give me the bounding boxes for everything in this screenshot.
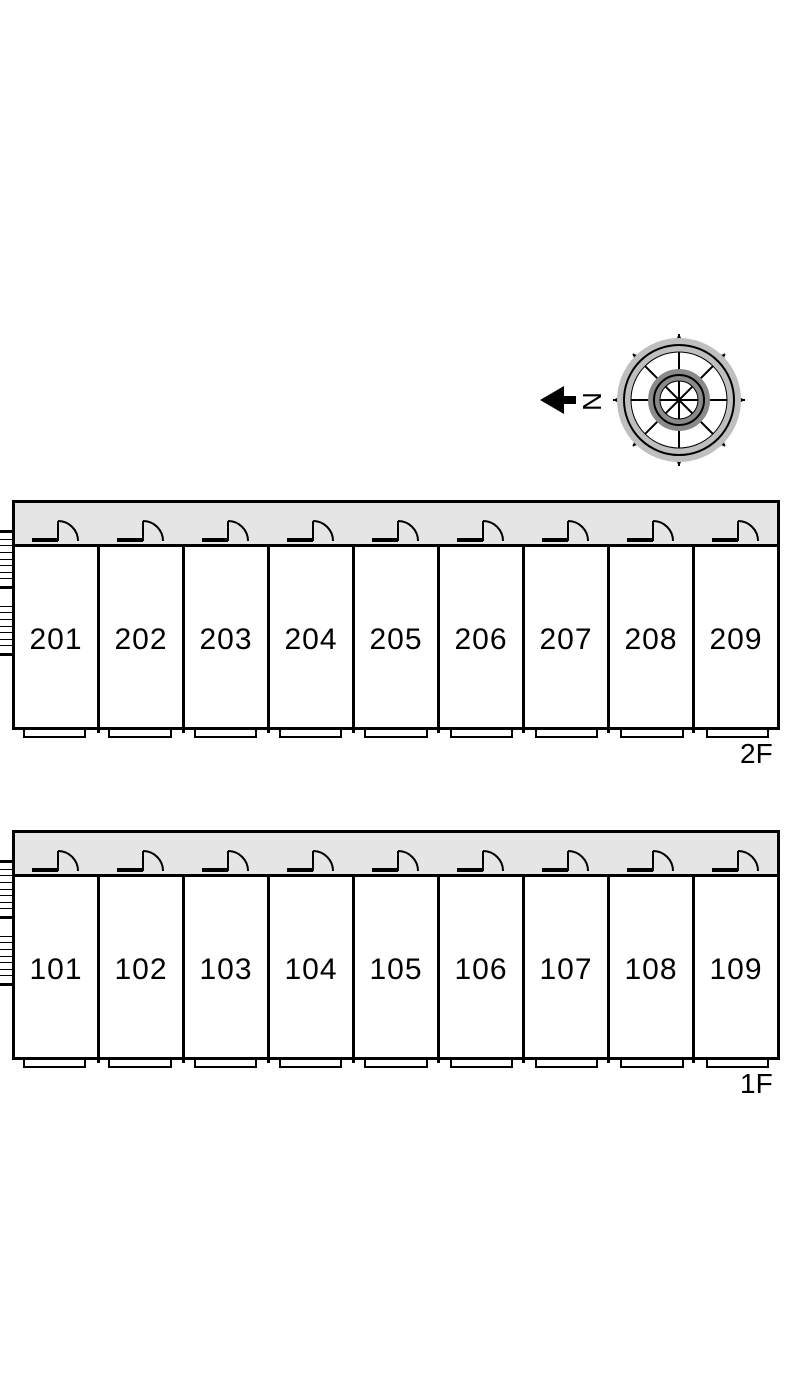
unit-103: 103 [185,877,270,1063]
page: N [0,0,800,1381]
unit-label: 102 [114,953,167,987]
unit-205: 205 [355,547,440,733]
units-row: 201 202 203 204 205 206 207 208 209 [15,547,777,733]
balcony-rail [108,730,171,738]
balcony-rail [706,1060,769,1068]
north-label: N [577,390,608,411]
unit-label: 201 [29,623,82,657]
balcony-rail [194,730,257,738]
north-arrowhead-icon [540,383,576,417]
unit-label: 104 [284,953,337,987]
unit-label: 202 [114,623,167,657]
unit-label: 107 [539,953,592,987]
unit-label: 209 [709,623,762,657]
building-outline: 101 102 103 104 105 106 107 108 109 [12,830,780,1060]
balcony-rail [450,730,513,738]
unit-105: 105 [355,877,440,1063]
stairs-icon [0,530,12,656]
stairs-icon [0,860,12,986]
unit-label: 205 [369,623,422,657]
balcony-rail [620,1060,683,1068]
corridor [15,503,777,547]
unit-101: 101 [15,877,100,1063]
balcony-rail [23,730,86,738]
unit-label: 101 [29,953,82,987]
units-row: 101 102 103 104 105 106 107 108 109 [15,877,777,1063]
unit-102: 102 [100,877,185,1063]
balcony-rail [620,730,683,738]
unit-107: 107 [525,877,610,1063]
balcony-rail [450,1060,513,1068]
balcony-rail [194,1060,257,1068]
corridor [15,833,777,877]
unit-109: 109 [695,877,777,1063]
unit-label: 208 [624,623,677,657]
unit-204: 204 [270,547,355,733]
building-outline: 201 202 203 204 205 206 207 208 209 [12,500,780,730]
compass-rose-icon [609,330,749,470]
unit-202: 202 [100,547,185,733]
unit-label: 109 [709,953,762,987]
balcony-rail [23,1060,86,1068]
balcony-rail [535,1060,598,1068]
balcony-rail [364,730,427,738]
unit-203: 203 [185,547,270,733]
unit-label: 105 [369,953,422,987]
unit-label: 106 [454,953,507,987]
unit-209: 209 [695,547,777,733]
balcony-rail [706,730,769,738]
unit-label: 103 [199,953,252,987]
unit-label: 206 [454,623,507,657]
balcony-rail [279,1060,342,1068]
floor-label: 2F [740,738,782,766]
unit-label: 108 [624,953,677,987]
floor-1F: 1011021031041051061071081091F [12,830,780,1060]
balcony-rail [364,1060,427,1068]
unit-206: 206 [440,547,525,733]
unit-207: 207 [525,547,610,733]
balcony-rail [535,730,598,738]
floor-2F: 2012022032042052062072082092F [12,500,780,730]
unit-label: 203 [199,623,252,657]
unit-104: 104 [270,877,355,1063]
floor-label: 1F [740,1068,782,1096]
balcony-rail [279,730,342,738]
unit-108: 108 [610,877,695,1063]
compass: N [540,330,749,470]
unit-106: 106 [440,877,525,1063]
unit-label: 204 [284,623,337,657]
unit-208: 208 [610,547,695,733]
unit-201: 201 [15,547,100,733]
unit-label: 207 [539,623,592,657]
balcony-rail [108,1060,171,1068]
